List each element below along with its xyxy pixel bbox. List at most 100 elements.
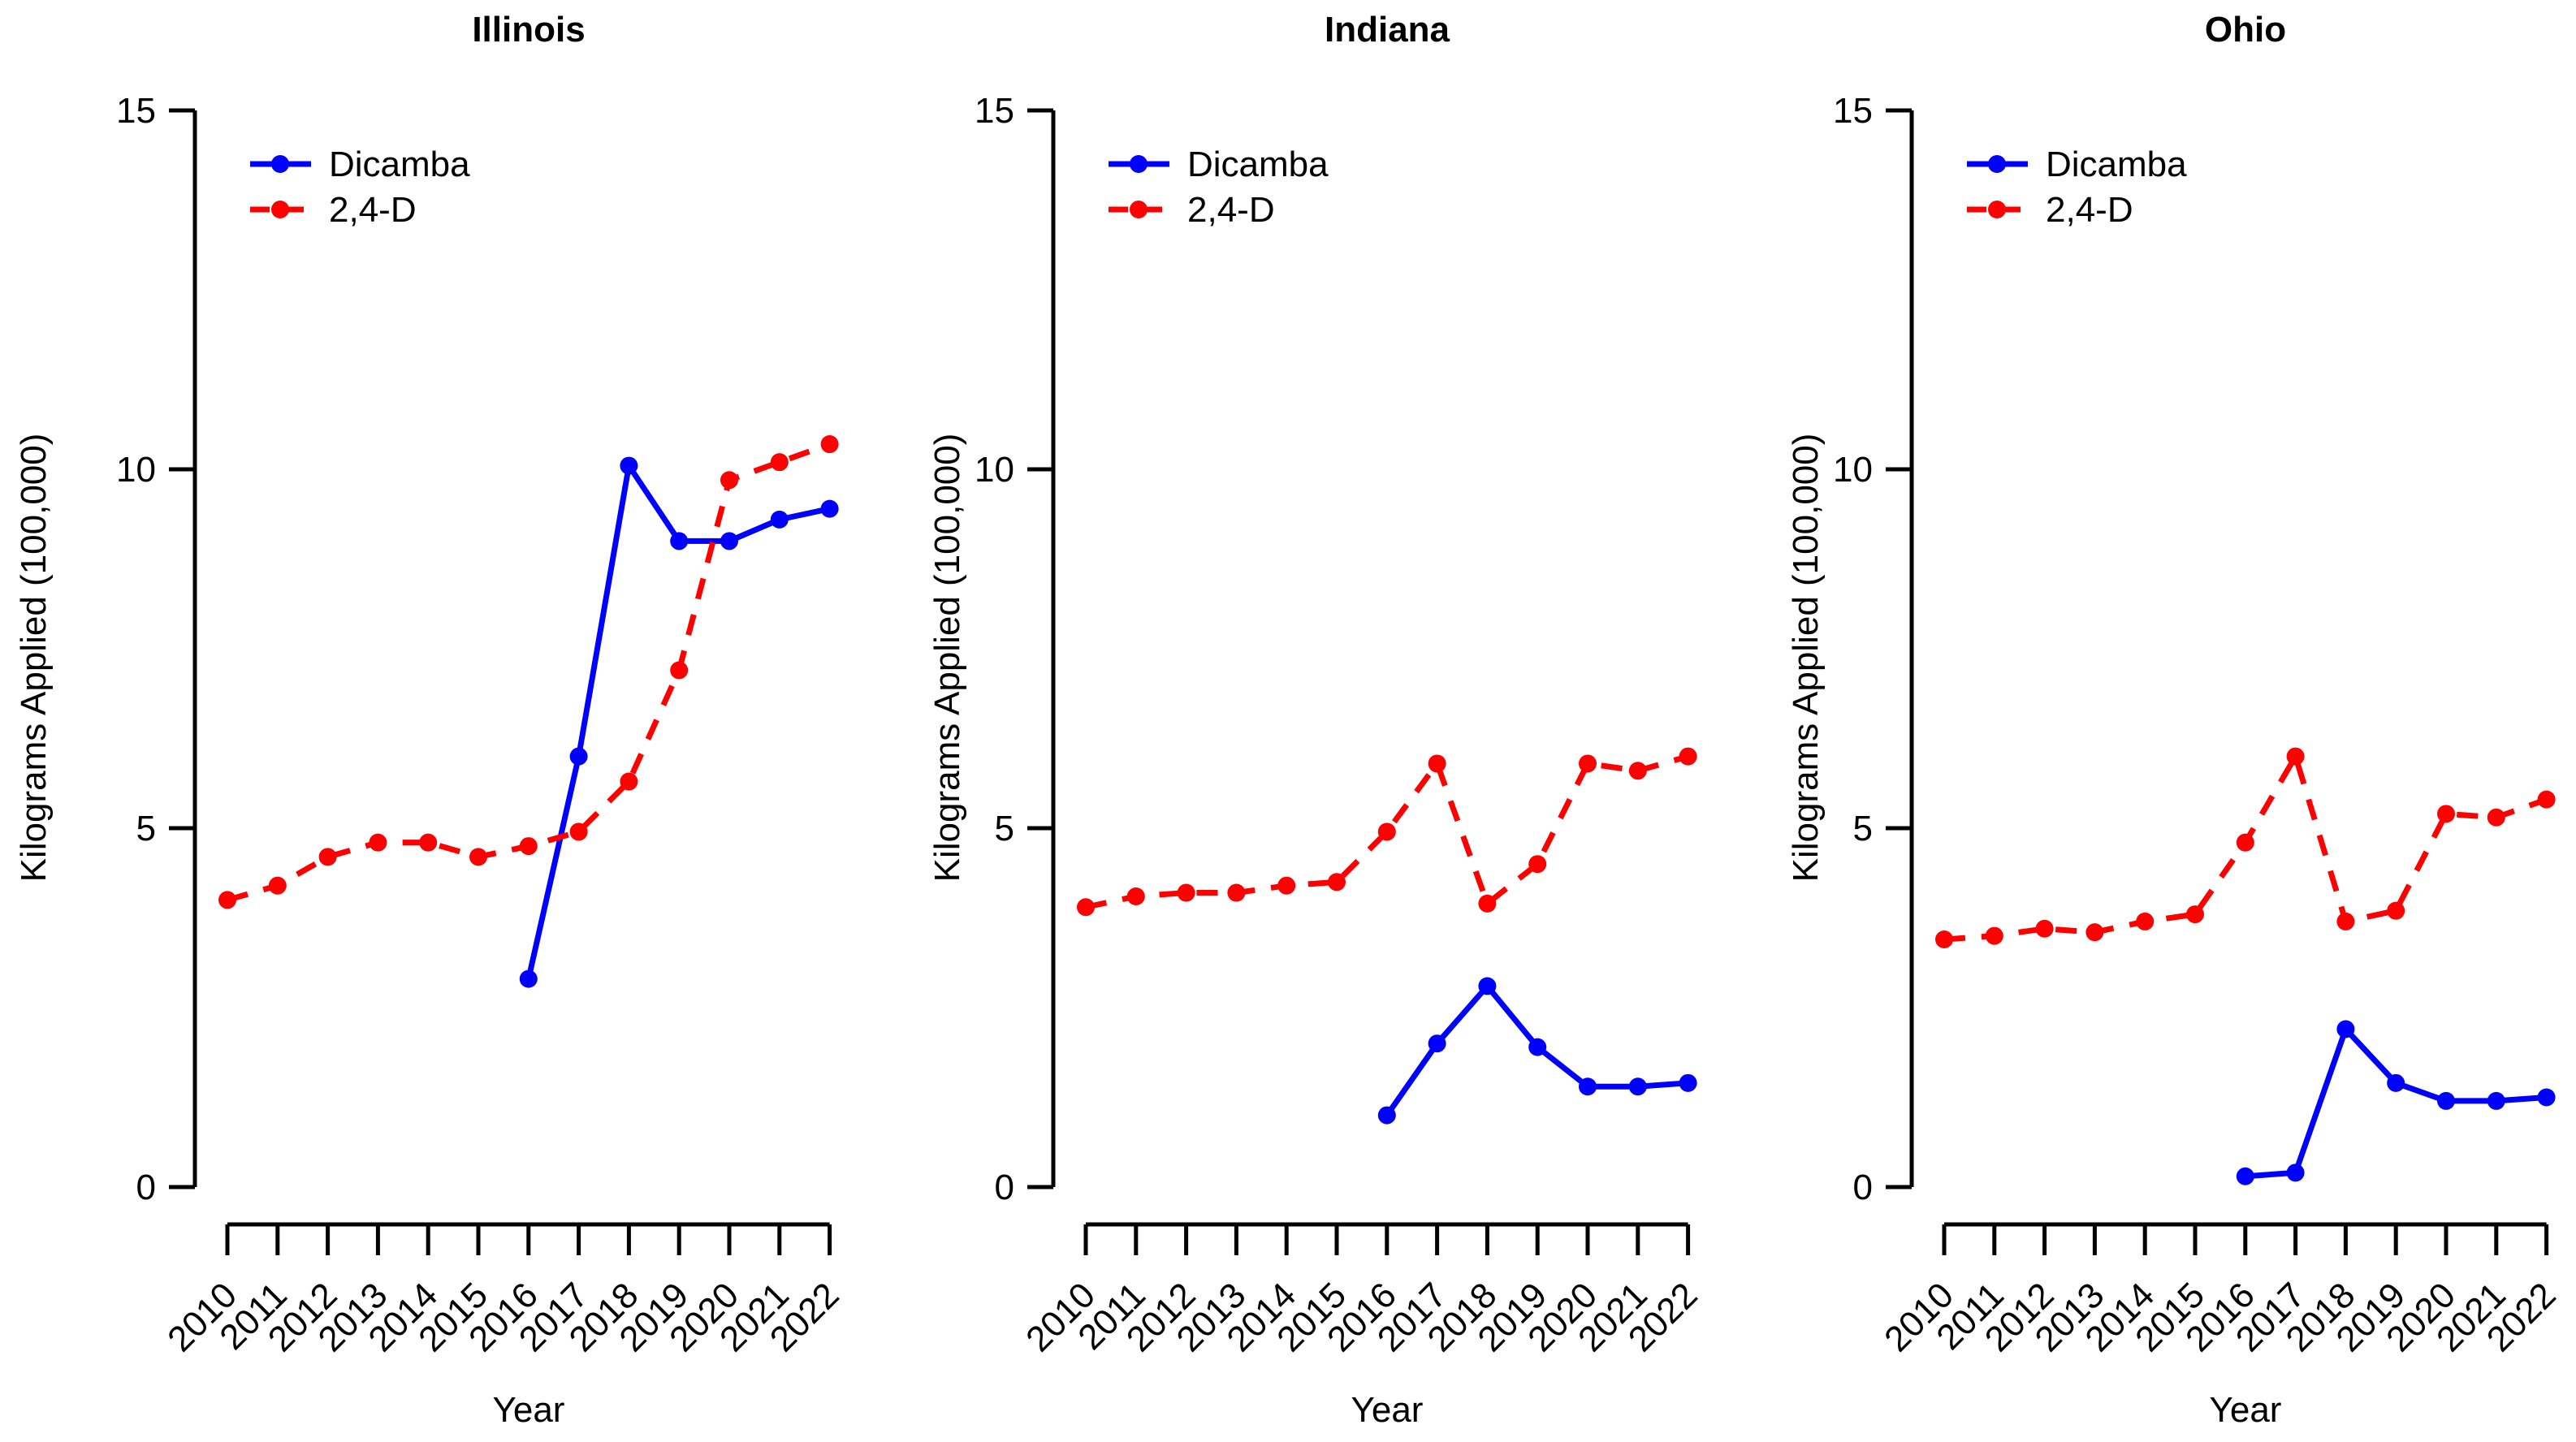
data-point xyxy=(1478,977,1497,995)
panel-title: Illinois xyxy=(472,10,586,50)
data-point xyxy=(1579,1077,1597,1096)
data-point xyxy=(1328,873,1346,892)
y-tick-label: 0 xyxy=(136,1168,156,1207)
y-axis-label: Kilograms Applied (100,000) xyxy=(14,433,54,883)
data-point xyxy=(1277,876,1296,895)
data-point xyxy=(218,891,236,909)
panel-title: Ohio xyxy=(2204,10,2287,50)
data-point xyxy=(519,969,538,988)
legend-key-marker xyxy=(1988,201,2006,218)
data-point xyxy=(2537,790,2556,809)
x-axis-label: Year xyxy=(492,1390,565,1430)
data-point xyxy=(1628,1077,1647,1096)
data-point xyxy=(1478,894,1497,913)
series-line-24d xyxy=(227,441,831,903)
y-tick-label: 5 xyxy=(136,809,156,848)
data-point xyxy=(670,532,689,550)
y-tick-label: 5 xyxy=(1853,809,1873,848)
x-axis-label: Year xyxy=(2209,1390,2282,1430)
legend-key-marker xyxy=(271,155,289,173)
data-point xyxy=(1579,754,1597,773)
y-tick-label: 15 xyxy=(1833,91,1873,131)
data-point xyxy=(1077,898,1095,917)
data-point xyxy=(1528,855,1547,874)
data-point xyxy=(2487,808,2505,827)
data-point xyxy=(2186,905,2204,924)
data-point xyxy=(770,453,789,472)
data-point xyxy=(820,435,839,454)
panel-ohio: 0 5 10 15 2010 2011 2012 2013 2014 2015 2016 2017 20… xyxy=(1717,0,2575,1442)
y-tick-label: 15 xyxy=(116,91,156,131)
chart-canvas-indiana: 0510152010201120122013201420152016201720… xyxy=(975,91,1705,1359)
data-point xyxy=(318,848,337,866)
data-point xyxy=(2286,747,2305,766)
legend-label-24d: 2,4-D xyxy=(329,190,417,230)
data-point xyxy=(2487,1091,2505,1110)
legend-key-marker xyxy=(1130,155,1148,173)
data-point xyxy=(1377,822,1396,841)
panel-title: Indiana xyxy=(1324,10,1450,50)
data-point xyxy=(1935,930,1953,949)
data-point xyxy=(2387,901,2405,920)
data-point xyxy=(2236,1167,2254,1185)
data-point xyxy=(419,833,438,852)
data-point xyxy=(720,532,738,550)
data-point xyxy=(2136,912,2155,930)
chart-canvas-illinois: 0510152010201120122013201420152016201720… xyxy=(116,91,847,1359)
data-point xyxy=(519,837,538,856)
data-point xyxy=(569,747,588,766)
y-tick-label: 0 xyxy=(1853,1168,1873,1207)
panel-illinois: 0 5 10 15 2010 2011 2012 2013 2014 2015 2016 2017 20… xyxy=(0,0,858,1442)
legend-label-dicamba: Dicamba xyxy=(329,145,470,184)
data-point xyxy=(620,456,638,475)
data-point xyxy=(1985,926,2003,945)
data-point xyxy=(720,471,738,490)
data-point xyxy=(1428,754,1446,773)
data-point xyxy=(2437,1091,2455,1110)
legend-label-dicamba: Dicamba xyxy=(2046,145,2187,184)
y-tick-label: 5 xyxy=(995,809,1014,848)
x-axis-label: Year xyxy=(1351,1390,1424,1430)
data-point xyxy=(2336,912,2355,930)
data-point xyxy=(1628,762,1647,780)
data-point xyxy=(820,499,839,518)
y-axis-label: Kilograms Applied (100,000) xyxy=(1786,433,1826,883)
y-tick-label: 15 xyxy=(975,91,1014,131)
y-axis-label: Kilograms Applied (100,000) xyxy=(927,433,967,883)
data-point xyxy=(2286,1164,2305,1182)
legend-label-24d: 2,4-D xyxy=(1187,190,1275,230)
data-point xyxy=(569,822,588,841)
data-point xyxy=(2085,923,2104,942)
legend-key-marker xyxy=(1988,155,2006,173)
data-point xyxy=(2387,1073,2405,1092)
data-point xyxy=(1126,887,1145,905)
data-point xyxy=(469,848,487,866)
data-point xyxy=(2035,919,2054,938)
data-point xyxy=(670,661,689,680)
y-tick-label: 10 xyxy=(1833,450,1873,490)
y-tick-label: 10 xyxy=(116,450,156,490)
data-point xyxy=(1377,1106,1396,1125)
data-point xyxy=(369,833,387,852)
y-tick-label: 0 xyxy=(995,1168,1014,1207)
data-point xyxy=(2336,1020,2355,1038)
y-tick-label: 10 xyxy=(975,450,1014,490)
chart-canvas-ohio: 0510152010201120122013201420152016201720… xyxy=(1833,91,2564,1359)
data-point xyxy=(770,510,789,529)
data-point xyxy=(1177,883,1195,902)
legend-key-marker xyxy=(271,201,289,218)
data-point xyxy=(2236,833,2254,852)
legend-label-dicamba: Dicamba xyxy=(1187,145,1329,184)
data-point xyxy=(620,772,638,791)
data-point xyxy=(2537,1088,2556,1107)
panel-indiana: 0 5 10 15 2010 2011 2012 2013 2014 2015 2016 2017 20… xyxy=(858,0,1717,1442)
legend-label-24d: 2,4-D xyxy=(2046,190,2133,230)
data-point xyxy=(1428,1034,1446,1053)
data-point xyxy=(1679,747,1697,766)
legend-key-marker xyxy=(1130,201,1148,218)
data-point xyxy=(1227,883,1246,902)
data-point xyxy=(2437,805,2455,823)
data-point xyxy=(1679,1073,1697,1092)
data-point xyxy=(1528,1038,1547,1056)
